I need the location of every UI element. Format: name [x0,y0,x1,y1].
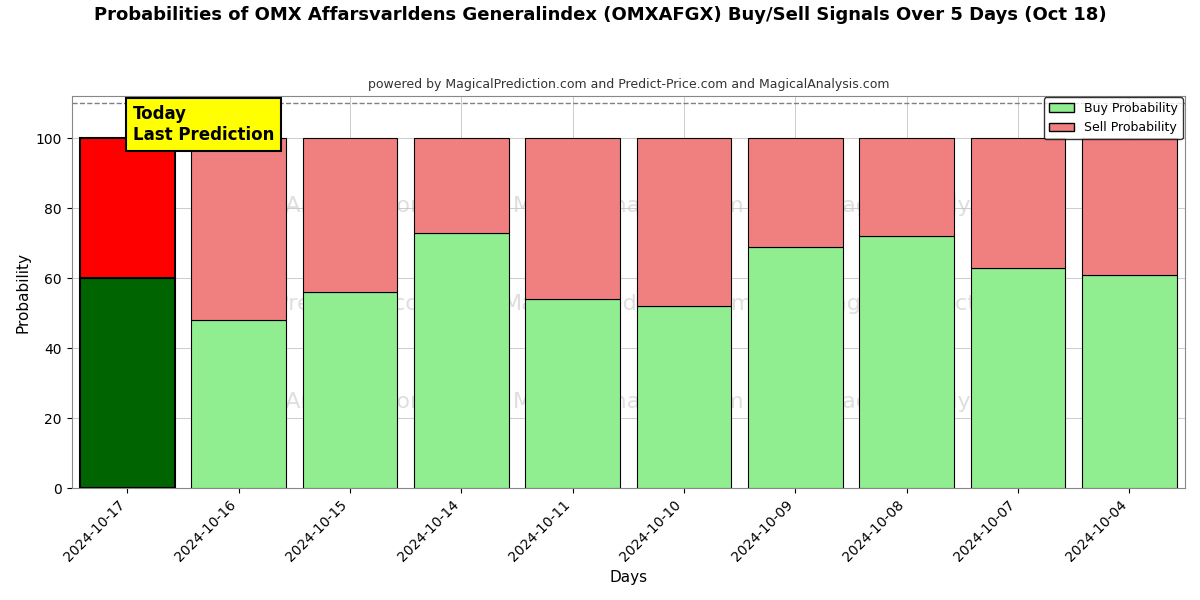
Bar [414,139,509,233]
Bar [191,139,286,320]
Bar [748,247,842,488]
Text: MagicalAnalysis.com: MagicalAnalysis.com [200,196,432,216]
Text: MagicalAnalysis.com: MagicalAnalysis.com [824,196,1056,216]
Text: MagicalAnalysis.com: MagicalAnalysis.com [512,196,744,216]
Bar [191,320,286,488]
Bar [1082,275,1177,488]
Bar [526,299,620,488]
Y-axis label: Probability: Probability [16,252,30,333]
Bar [302,292,397,488]
Bar [637,306,731,488]
Text: MagicalPrediction.com: MagicalPrediction.com [191,294,442,314]
Text: MagicalPrediction.com: MagicalPrediction.com [503,294,754,314]
X-axis label: Days: Days [610,570,647,585]
Bar [80,278,175,488]
Bar [302,139,397,292]
Bar [526,139,620,299]
Bar [859,139,954,236]
Text: MagicalAnalysis.com: MagicalAnalysis.com [200,392,432,412]
Bar [971,268,1066,488]
Legend: Buy Probability, Sell Probability: Buy Probability, Sell Probability [1044,97,1183,139]
Text: MagicalPrediction.com: MagicalPrediction.com [815,294,1066,314]
Text: MagicalAnalysis.com: MagicalAnalysis.com [824,392,1056,412]
Text: Today
Last Prediction: Today Last Prediction [133,105,275,144]
Bar [748,139,842,247]
Bar [971,139,1066,268]
Text: MagicalAnalysis.com: MagicalAnalysis.com [512,392,744,412]
Bar [80,139,175,278]
Title: powered by MagicalPrediction.com and Predict-Price.com and MagicalAnalysis.com: powered by MagicalPrediction.com and Pre… [367,78,889,91]
Bar [414,233,509,488]
Bar [859,236,954,488]
Text: Probabilities of OMX Affarsvarldens Generalindex (OMXAFGX) Buy/Sell Signals Over: Probabilities of OMX Affarsvarldens Gene… [94,6,1106,24]
Bar [1082,139,1177,275]
Bar [637,139,731,306]
